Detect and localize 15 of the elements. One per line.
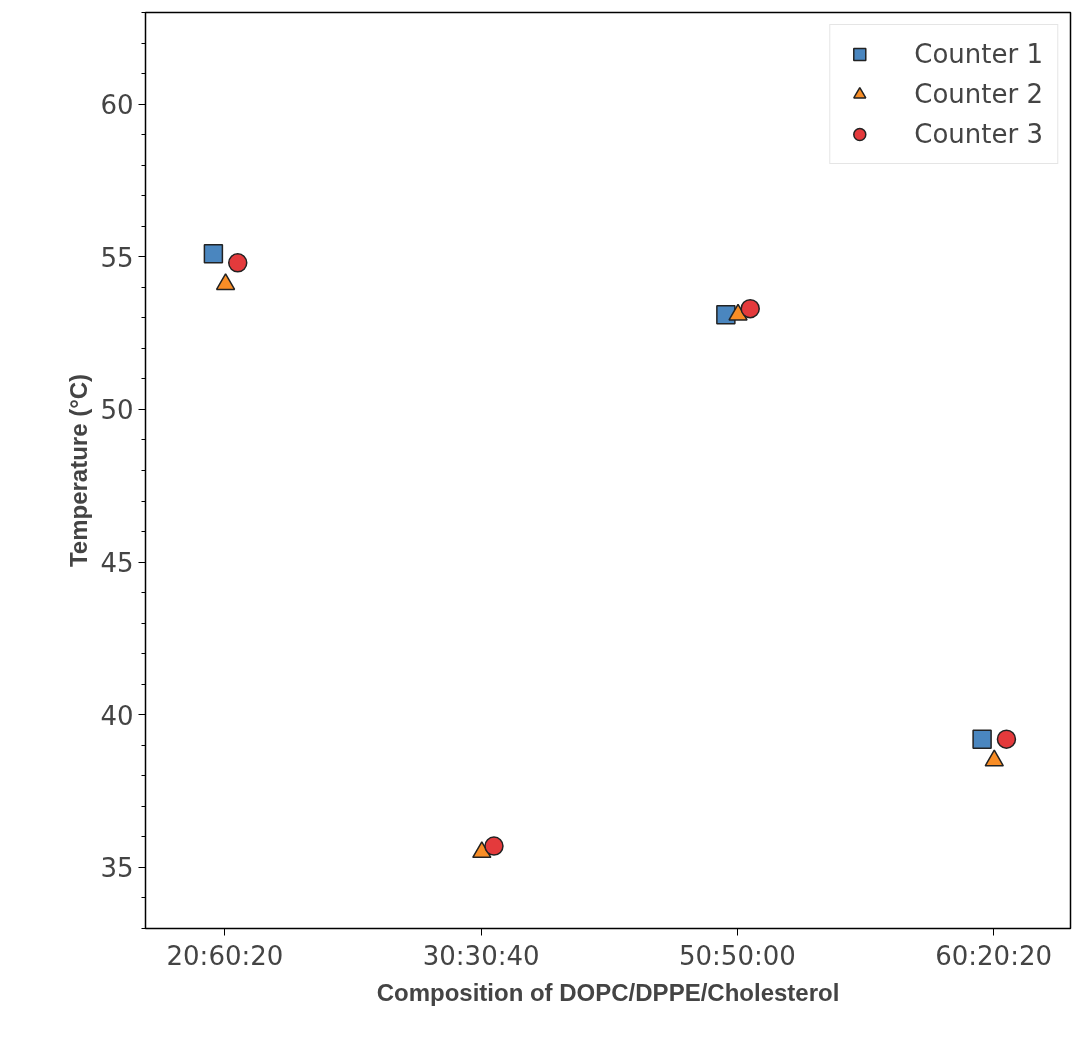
y-tick-label: 55: [100, 242, 134, 273]
y-tick-label: 45: [100, 548, 134, 579]
y-tick-label: 40: [100, 700, 134, 731]
x-tick-label: 50:50:00: [679, 940, 796, 971]
legend-label: Counter 1: [914, 39, 1043, 69]
x-tick-label: 30:30:40: [422, 940, 540, 971]
x-tick-label: 20:60:20: [166, 940, 284, 971]
legend-label: Counter 2: [914, 79, 1043, 109]
x-axis-title: Composition of DOPC/DPPE/Cholesterol: [376, 978, 840, 1006]
y-tick-label: 50: [100, 395, 134, 426]
legend-label: Counter 3: [914, 119, 1043, 149]
x-tick-label: 60:20:20: [935, 940, 1053, 971]
y-axis-title: Temperature (°C): [65, 373, 93, 568]
y-tick-label: 35: [100, 853, 134, 884]
y-tick-label: 60: [100, 90, 134, 121]
